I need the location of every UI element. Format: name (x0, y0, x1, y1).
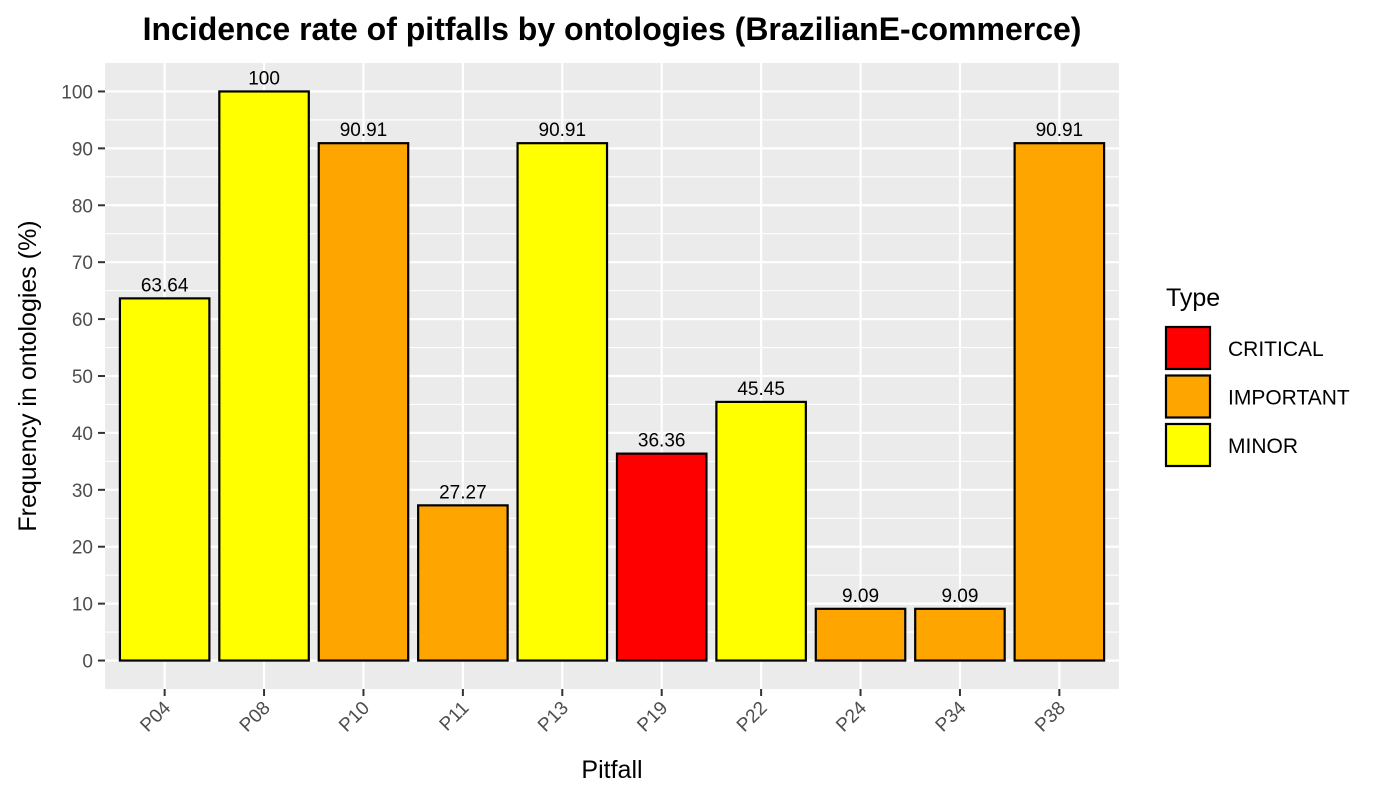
x-tick-label-p38: P38 (1031, 698, 1070, 737)
data-label-p13: 90.91 (539, 120, 587, 141)
bars (118, 90, 1106, 662)
data-label-p38: 90.91 (1036, 120, 1084, 141)
legend-label-important: IMPORTANT (1228, 387, 1350, 410)
chart-title: Incidence rate of pitfalls by ontologies… (143, 11, 1082, 47)
y-axis: 0 10 20 30 40 50 60 70 80 90 100 (61, 82, 105, 673)
data-labels: 63.64 100 90.91 27.27 90.91 36.36 45.45 9.09 9.0… (141, 68, 1083, 606)
y-tick-label: 100 (61, 82, 93, 103)
x-tick-label-p22: P22 (733, 698, 772, 737)
y-tick-label: 80 (72, 196, 93, 217)
bar-p34 (914, 607, 1006, 662)
y-tick-label: 10 (72, 595, 93, 616)
x-tick-label-p11: P11 (436, 698, 474, 736)
x-tick-label-p10: P10 (335, 698, 374, 737)
data-label-p04: 63.64 (141, 275, 189, 296)
x-tick-label-p24: P24 (832, 697, 871, 736)
y-axis-title: Frequency in ontologies (%) (14, 220, 42, 531)
y-tick-label: 20 (72, 538, 93, 559)
legend-label-minor: MINOR (1228, 435, 1298, 458)
x-axis-title: Pitfall (581, 756, 642, 784)
y-tick-label: 50 (72, 367, 93, 388)
legend-title: Type (1166, 284, 1220, 312)
x-axis: P04 P08 P10 P11 P13 P19 P22 P24 P34 P38 (136, 689, 1070, 737)
bar-p11 (417, 504, 509, 662)
y-tick-label: 90 (72, 139, 93, 160)
legend-key-minor (1164, 422, 1212, 468)
bar-p04 (118, 297, 211, 662)
data-label-p11: 27.27 (439, 482, 487, 503)
data-label-p08: 100 (248, 68, 280, 89)
legend-key-important (1164, 374, 1212, 419)
data-label-p22: 45.45 (737, 379, 785, 400)
legend-key-critical (1164, 325, 1212, 371)
bar-p24 (814, 607, 907, 662)
y-tick-label: 0 (82, 652, 93, 673)
bar-p22 (715, 400, 807, 662)
y-tick-label: 70 (72, 253, 93, 274)
bar-p13 (516, 142, 609, 662)
x-tick-label-p04: P04 (136, 697, 175, 736)
bar-p19 (615, 452, 708, 662)
data-label-p34: 9.09 (941, 586, 978, 607)
data-label-p19: 36.36 (638, 431, 686, 452)
bar-p38 (1013, 142, 1106, 662)
x-tick-label-p13: P13 (534, 698, 573, 737)
bar-p08 (218, 90, 310, 662)
y-tick-label: 60 (72, 310, 93, 331)
data-label-p24: 9.09 (842, 586, 879, 607)
x-tick-label-p08: P08 (236, 698, 275, 737)
x-tick-label-p34: P34 (932, 697, 971, 736)
data-label-p10: 90.91 (340, 120, 388, 141)
x-tick-label-p19: P19 (633, 698, 672, 737)
legend: Type CRITICAL IMPORTANT MINOR (1164, 284, 1350, 468)
bar-p10 (317, 142, 410, 662)
legend-label-critical: CRITICAL (1228, 338, 1324, 361)
y-tick-label: 40 (72, 424, 93, 445)
y-tick-label: 30 (72, 481, 93, 502)
